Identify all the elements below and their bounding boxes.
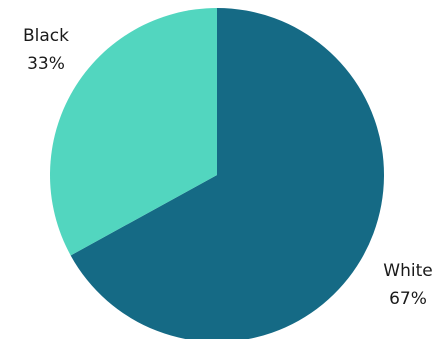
- pie-label-white-name: White: [383, 261, 432, 281]
- pie-label-black-percent: 33%: [27, 54, 65, 74]
- pie-slices: [50, 8, 384, 339]
- pie-slice-white: [70, 8, 384, 339]
- pie-label-black-name: Black: [23, 26, 69, 46]
- pie-slice-black: [50, 8, 217, 256]
- pie-label-white-percent: 67%: [389, 289, 427, 309]
- pie-labels: White 67% Black 33%: [23, 26, 433, 309]
